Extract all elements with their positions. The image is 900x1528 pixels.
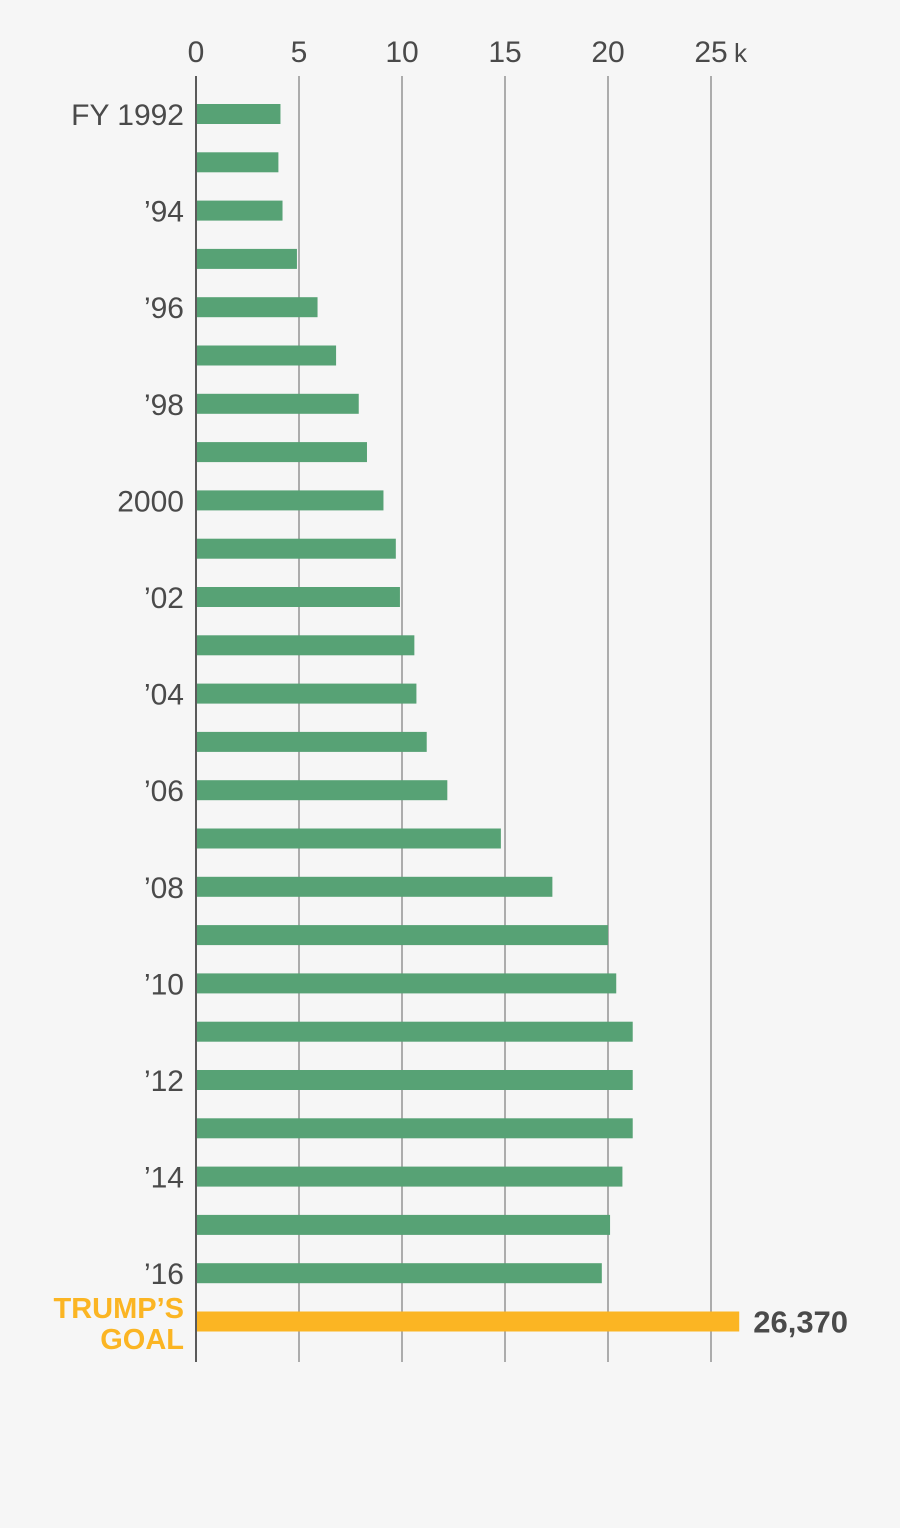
x-tick-label: 20 xyxy=(591,36,624,69)
bar xyxy=(196,1118,633,1139)
bar xyxy=(196,925,608,946)
bar xyxy=(196,1214,611,1235)
bar xyxy=(196,1070,633,1090)
bar xyxy=(196,442,367,463)
highlight-bar xyxy=(196,1311,740,1332)
bar xyxy=(196,345,337,366)
x-tick-label: 10 xyxy=(385,36,418,69)
bar xyxy=(196,828,501,849)
bar xyxy=(196,248,297,269)
category-label: ’94 xyxy=(144,196,184,229)
x-tick-label: 15 xyxy=(488,36,521,69)
category-label: ’16 xyxy=(144,1258,184,1291)
bar xyxy=(196,297,318,318)
category-label: ’10 xyxy=(144,968,184,1001)
x-tick-label: 5 xyxy=(291,36,308,69)
highlight-value-label: 26,370 xyxy=(753,1305,848,1340)
bar xyxy=(196,538,396,559)
category-label: ’08 xyxy=(144,872,184,905)
category-label: ’98 xyxy=(144,389,184,422)
bar xyxy=(196,1166,623,1187)
bar xyxy=(196,635,415,656)
bar xyxy=(196,1263,602,1284)
bar xyxy=(196,200,283,221)
bar xyxy=(196,876,553,897)
category-label: 2000 xyxy=(117,485,184,518)
category-label: ’12 xyxy=(144,1065,184,1098)
bar xyxy=(196,731,427,752)
highlight-category-label: TRUMP’S xyxy=(54,1293,185,1325)
category-label: FY 1992 xyxy=(71,99,184,132)
bar xyxy=(196,152,279,173)
bar xyxy=(196,973,617,994)
bar xyxy=(196,490,384,511)
x-tick-label: 25 xyxy=(694,36,727,69)
category-label: ’02 xyxy=(144,582,184,615)
highlight-category-label: GOAL xyxy=(100,1324,184,1356)
x-unit-label: k xyxy=(734,38,748,68)
category-label: ’06 xyxy=(144,775,184,808)
bar xyxy=(196,1021,633,1042)
category-label: ’04 xyxy=(144,679,184,712)
bar xyxy=(196,780,448,801)
category-label: ’14 xyxy=(144,1162,184,1195)
bar xyxy=(196,104,281,124)
x-tick-label: 0 xyxy=(188,36,205,69)
bar xyxy=(196,683,417,704)
category-label: ’96 xyxy=(144,292,184,325)
bar xyxy=(196,393,359,414)
bar xyxy=(196,587,400,607)
